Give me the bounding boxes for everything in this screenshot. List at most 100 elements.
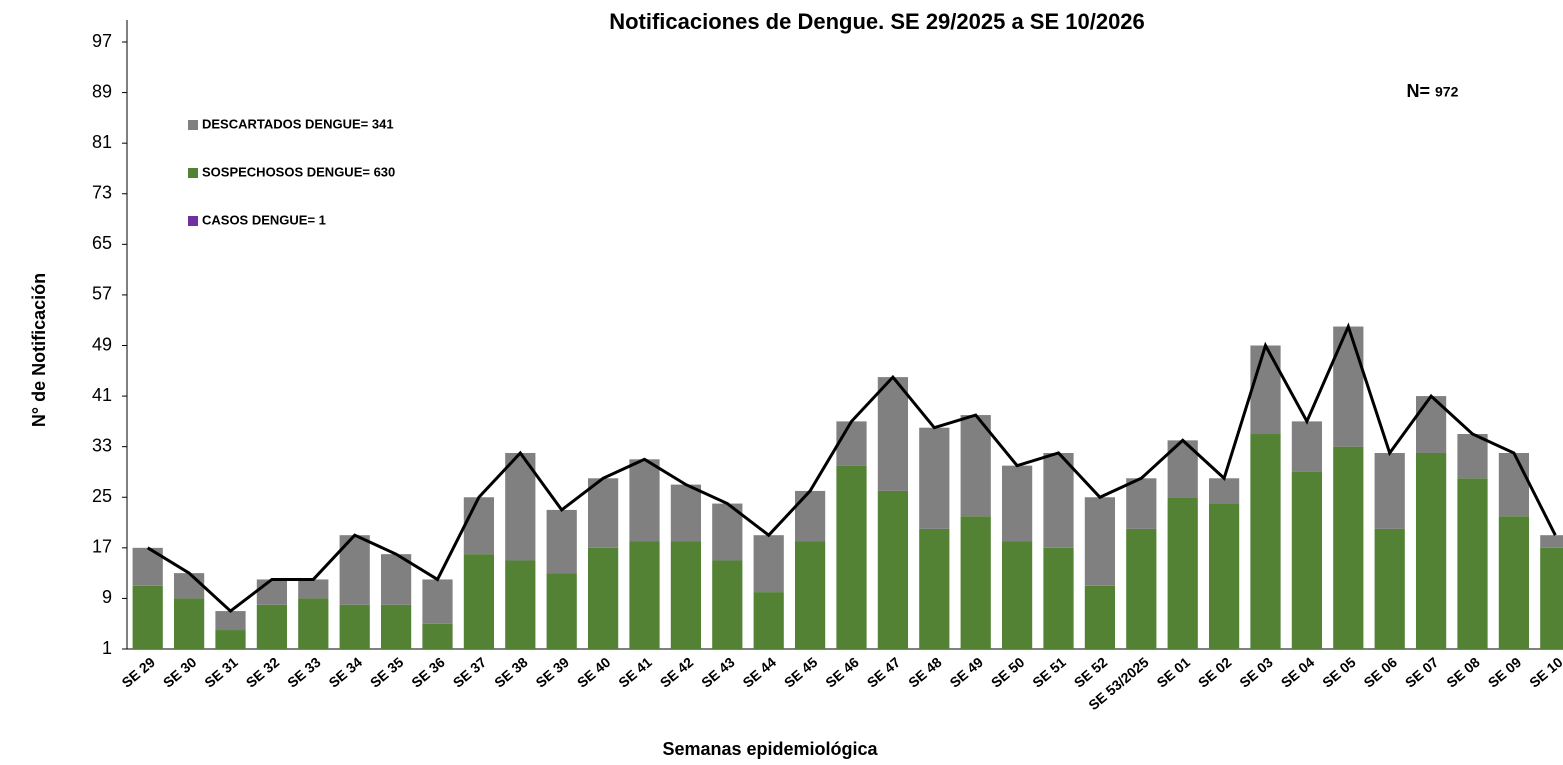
legend-label: DESCARTADOS DENGUE= 341 xyxy=(202,116,394,131)
legend-swatch xyxy=(188,120,198,130)
x-tick-label: SE 35 xyxy=(367,654,407,691)
n-value: 972 xyxy=(1435,84,1459,100)
bar-segment xyxy=(256,604,288,649)
chart-title: Notificaciones de Dengue. SE 29/2025 a S… xyxy=(609,9,1145,34)
x-tick-label: SE 06 xyxy=(1361,654,1401,691)
y-tick-label: 89 xyxy=(92,81,112,101)
bar-segment xyxy=(215,630,246,649)
bar-segment xyxy=(794,490,826,542)
bar-segment xyxy=(629,459,660,542)
y-tick-label: 57 xyxy=(92,284,112,304)
legend-swatch xyxy=(188,216,198,226)
x-tick-label: SE 33 xyxy=(284,654,324,691)
x-tick-label: SE 07 xyxy=(1402,654,1442,691)
bar-segment xyxy=(1498,452,1530,517)
y-tick-label: 33 xyxy=(92,435,112,455)
bar-segment xyxy=(422,579,453,624)
bar-segment xyxy=(877,377,909,491)
legend-label: CASOS DENGUE= 1 xyxy=(202,212,326,227)
bar-segment xyxy=(1415,452,1447,649)
bar-segment xyxy=(1540,535,1563,548)
x-tick-label: SE 41 xyxy=(615,654,655,691)
x-tick-label: SE 31 xyxy=(201,654,241,691)
y-tick-label: 97 xyxy=(92,31,112,51)
bar-segment xyxy=(1208,478,1240,504)
y-tick-label: 25 xyxy=(92,486,112,506)
bar-segment xyxy=(877,490,909,649)
y-tick-label: 81 xyxy=(92,132,112,152)
bar-segment xyxy=(173,573,205,599)
bar-segment xyxy=(794,541,826,649)
bar-segment xyxy=(836,421,867,466)
bar-segment xyxy=(1457,478,1488,649)
bar-segment xyxy=(960,415,991,517)
x-tick-label: SE 46 xyxy=(822,654,862,691)
x-tick-label: SE 44 xyxy=(740,654,780,691)
x-tick-label: SE 37 xyxy=(450,654,490,691)
bar-segment xyxy=(1291,421,1323,472)
bar-segment xyxy=(587,478,619,548)
x-tick-label: SE 30 xyxy=(160,654,200,691)
bar-segment xyxy=(753,592,784,649)
n-label: N= xyxy=(1406,81,1430,101)
bar-segment xyxy=(753,535,784,593)
bar-segment xyxy=(1043,547,1074,649)
x-tick-label: SE 48 xyxy=(905,654,945,691)
x-tick-label: SE 38 xyxy=(491,654,531,691)
x-tick-label: SE 03 xyxy=(1236,654,1276,691)
bar-segment xyxy=(1043,452,1074,548)
bar-segment xyxy=(256,579,288,605)
x-tick-label: SE 08 xyxy=(1443,654,1483,691)
bar-segment xyxy=(1333,446,1364,649)
x-axis-title: Semanas epidemiológica xyxy=(662,739,878,759)
y-tick-label: 41 xyxy=(92,385,112,405)
bar-segment xyxy=(670,541,702,649)
bar-segment xyxy=(298,579,329,599)
x-tick-label: SE 34 xyxy=(326,654,366,691)
bar-segment xyxy=(1374,452,1405,529)
bar-segment xyxy=(215,611,246,631)
bar-segment xyxy=(132,585,163,649)
x-tick-label: SE 50 xyxy=(988,654,1028,691)
y-tick-label: 65 xyxy=(92,233,112,253)
bar-segment xyxy=(712,560,743,649)
bar-segment xyxy=(587,547,619,649)
bar-segment xyxy=(1126,528,1157,649)
x-tick-label: SE 10 xyxy=(1526,654,1563,691)
bar-segment xyxy=(1001,541,1033,649)
x-tick-label: SE 09 xyxy=(1485,654,1525,691)
y-tick-label: 73 xyxy=(92,183,112,203)
x-tick-label: SE 05 xyxy=(1319,654,1359,691)
y-tick-label: 17 xyxy=(92,537,112,557)
x-tick-label: SE 45 xyxy=(781,654,821,691)
x-tick-label: SE 36 xyxy=(408,654,448,691)
bar-segment xyxy=(1457,434,1488,479)
x-tick-label: SE 47 xyxy=(864,654,904,691)
x-tick-label: SE 40 xyxy=(574,654,614,691)
bar-segment xyxy=(1333,326,1364,447)
y-tick-label: 1 xyxy=(102,638,112,658)
x-tick-label: SE 02 xyxy=(1195,654,1235,691)
bar-segment xyxy=(463,554,495,649)
legend-label: SOSPECHOSOS DENGUE= 630 xyxy=(202,164,395,179)
bar-segment xyxy=(960,516,991,649)
bar-segment xyxy=(919,528,950,649)
bar-segment xyxy=(298,598,329,649)
bar-segment xyxy=(629,541,660,649)
x-tick-label: SE 04 xyxy=(1278,654,1318,691)
legend-swatch xyxy=(188,168,198,178)
bar-segment xyxy=(505,452,536,561)
bar-segment xyxy=(1374,528,1405,649)
x-tick-label: SE 01 xyxy=(1154,654,1194,691)
bar-segment xyxy=(1498,516,1530,649)
bar-segment xyxy=(380,554,412,605)
y-tick-label: 49 xyxy=(92,334,112,354)
bar-segment xyxy=(1167,497,1198,649)
bar-segment xyxy=(670,484,702,542)
bar-segment xyxy=(1126,478,1157,529)
x-tick-label: SE 51 xyxy=(1029,654,1069,691)
y-axis-title: N° de Notificación xyxy=(29,273,49,427)
bar-segment xyxy=(1001,465,1033,542)
bar-segment xyxy=(1084,585,1116,649)
